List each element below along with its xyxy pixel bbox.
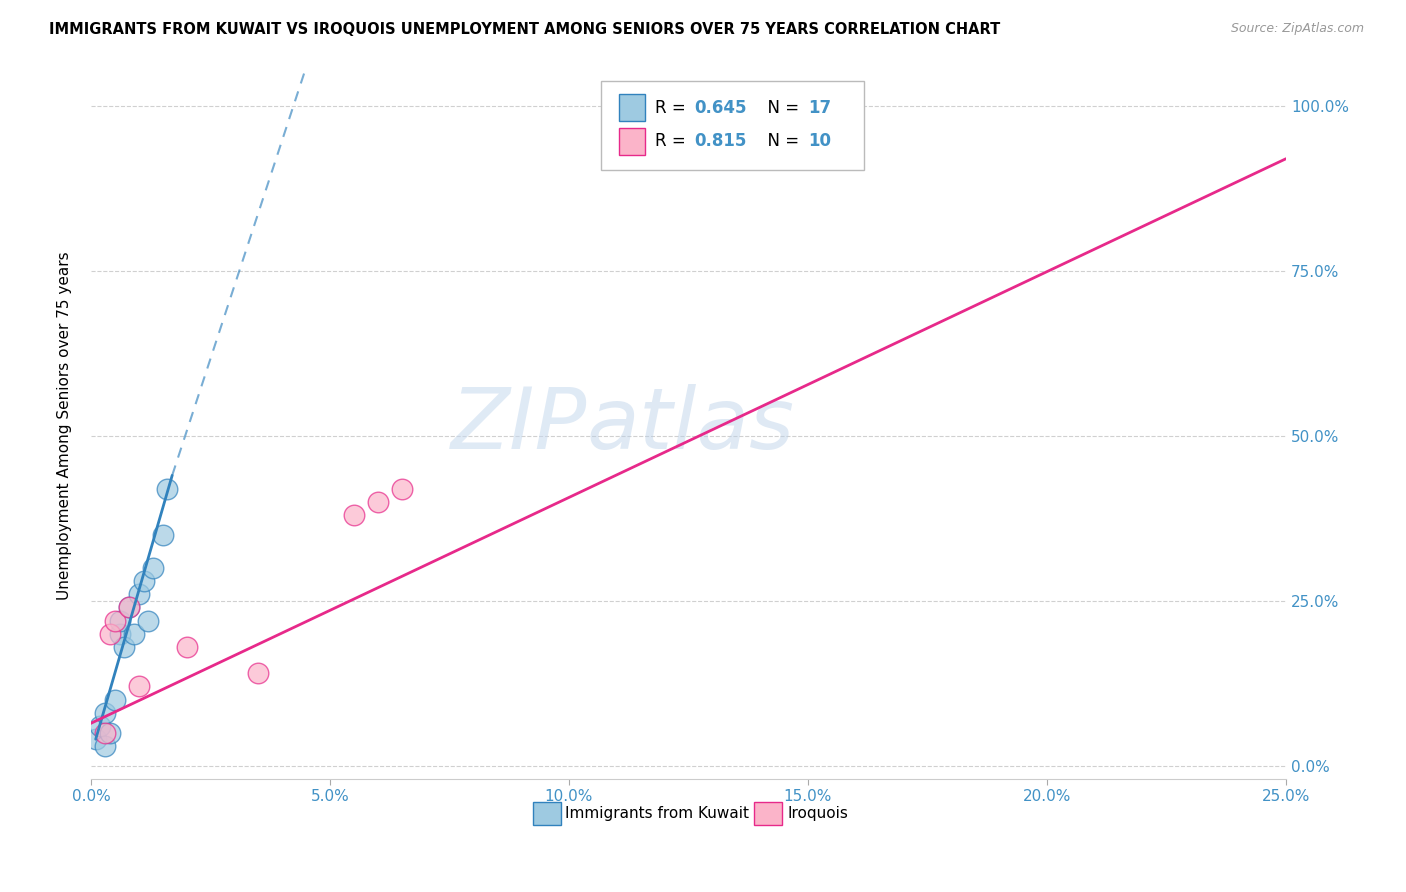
Text: IMMIGRANTS FROM KUWAIT VS IROQUOIS UNEMPLOYMENT AMONG SENIORS OVER 75 YEARS CORR: IMMIGRANTS FROM KUWAIT VS IROQUOIS UNEMP… <box>49 22 1001 37</box>
Point <box>112 640 135 654</box>
FancyBboxPatch shape <box>602 81 865 169</box>
Text: R =: R = <box>655 132 690 151</box>
Point <box>367 495 389 509</box>
Point <box>156 482 179 496</box>
Point <box>343 508 366 522</box>
Text: Immigrants from Kuwait: Immigrants from Kuwait <box>565 806 749 821</box>
Point <box>94 725 117 739</box>
Text: Source: ZipAtlas.com: Source: ZipAtlas.com <box>1230 22 1364 36</box>
Bar <box>619 128 645 155</box>
Text: 0.815: 0.815 <box>695 132 747 151</box>
Point <box>89 719 111 733</box>
Point <box>104 614 127 628</box>
Point <box>118 600 141 615</box>
Point <box>104 692 127 706</box>
Point <box>391 482 413 496</box>
Point <box>142 560 165 574</box>
Point <box>108 614 131 628</box>
Point <box>152 528 174 542</box>
Point <box>247 666 270 681</box>
Text: N =: N = <box>756 99 804 117</box>
Point <box>132 574 155 588</box>
Text: ZIP: ZIP <box>450 384 586 467</box>
Point <box>118 600 141 615</box>
Point <box>98 626 121 640</box>
Text: N =: N = <box>756 132 804 151</box>
Text: 10: 10 <box>808 132 831 151</box>
Text: atlas: atlas <box>586 384 794 467</box>
Point <box>136 614 159 628</box>
Point <box>128 587 150 601</box>
Point <box>84 732 107 747</box>
Point <box>128 680 150 694</box>
Point <box>98 725 121 739</box>
Text: R =: R = <box>655 99 690 117</box>
Text: 17: 17 <box>808 99 831 117</box>
Bar <box>619 95 645 121</box>
Point <box>108 626 131 640</box>
Y-axis label: Unemployment Among Seniors over 75 years: Unemployment Among Seniors over 75 years <box>58 252 72 600</box>
Text: 0.645: 0.645 <box>695 99 747 117</box>
Bar <box>533 802 561 825</box>
Point <box>94 706 117 720</box>
Text: Iroquois: Iroquois <box>787 806 848 821</box>
Bar <box>754 802 782 825</box>
Point <box>122 626 145 640</box>
Point <box>94 739 117 753</box>
Point <box>176 640 198 654</box>
